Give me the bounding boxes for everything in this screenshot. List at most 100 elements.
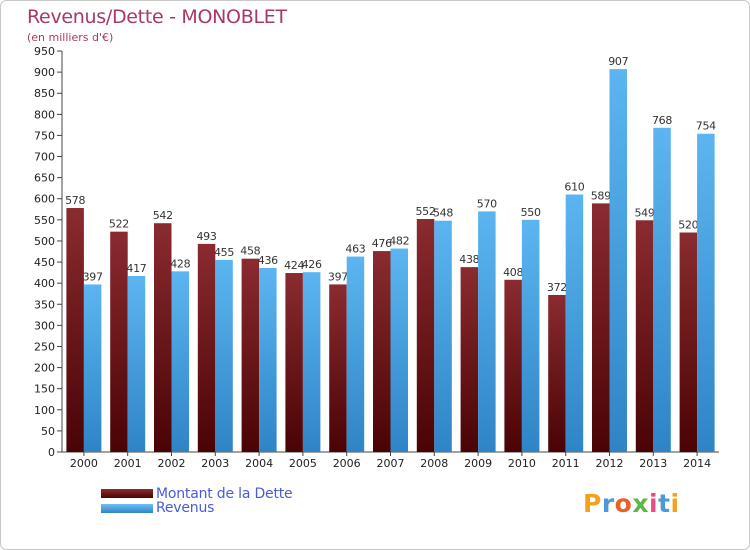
data-label-dette: 549 [634,206,654,219]
bar-dette [416,218,435,452]
x-tick-label: 2003 [201,457,229,470]
bar-revenus [302,272,321,452]
data-label-dette: 520 [678,219,698,232]
bar-revenus [127,275,146,452]
x-tick-label: 2007 [377,457,405,470]
legend-swatch-revenus [101,504,153,513]
data-label-dette: 552 [415,205,435,218]
y-tick-label: 450 [34,256,55,269]
y-tick-label: 700 [34,151,55,164]
logo-letter: r [601,489,615,518]
data-label-revenus: 482 [389,235,409,248]
data-label-revenus: 570 [477,197,497,210]
data-label-revenus: 417 [126,262,146,275]
y-tick-label: 500 [34,235,55,248]
y-tick-label: 950 [34,45,55,58]
data-label-dette: 408 [503,266,523,279]
x-tick-label: 2013 [639,457,667,470]
bar-revenus [609,69,627,453]
data-label-dette: 578 [65,194,85,207]
data-label-dette: 372 [547,281,567,294]
x-tick-label: 2012 [596,457,624,470]
y-tick-label: 550 [34,214,55,227]
y-tick-label: 150 [34,383,55,396]
bar-dette [592,203,610,452]
bar-revenus [653,127,671,453]
y-tick-label: 0 [48,446,55,459]
y-tick-label: 300 [34,319,55,332]
bar-dette [110,231,128,452]
y-tick-label: 750 [34,129,55,142]
data-label-dette: 542 [153,209,173,222]
bar-dette [679,232,698,452]
y-tick-label: 50 [41,425,55,438]
y-tick-label: 200 [34,362,55,375]
bar-dette [504,279,522,452]
data-label-dette: 493 [196,230,216,243]
y-tick-label: 350 [34,298,55,311]
data-label-revenus: 463 [345,243,365,256]
x-tick-label: 2000 [70,457,98,470]
bar-dette [635,220,654,452]
bar-dette [373,251,391,452]
x-tick-label: 2011 [552,457,580,470]
bar-revenus [83,284,102,452]
data-label-dette: 424 [284,259,304,272]
bar-dette [197,243,216,452]
bar-dette [154,223,172,452]
data-label-revenus: 397 [83,270,103,283]
bar-dette [285,273,303,452]
chart-title: Revenus/Dette - MONOBLET [27,6,287,28]
data-label-revenus: 428 [170,257,190,270]
data-label-dette: 397 [328,270,348,283]
logo-letter: x [632,489,649,518]
bar-dette [460,267,479,452]
y-tick-label: 650 [34,172,55,185]
legend-swatch-dette [101,489,153,498]
logo-letter: t [658,489,671,518]
x-tick-label: 2001 [114,457,142,470]
data-label-revenus: 548 [433,207,453,220]
y-tick-label: 600 [34,193,55,206]
x-tick-label: 2002 [158,457,186,470]
y-tick-label: 800 [34,108,55,121]
x-tick-label: 2010 [508,457,536,470]
bar-revenus [434,220,452,452]
x-tick-label: 2009 [464,457,492,470]
data-label-revenus: 768 [652,114,672,127]
bar-dette [329,284,347,452]
legend-label-revenus: Revenus [156,500,215,516]
data-label-dette: 438 [459,253,479,266]
legend-label-dette: Montant de la Dette [156,486,293,502]
y-tick-label: 900 [34,66,55,79]
bar-revenus [171,271,189,452]
x-tick-label: 2006 [333,457,361,470]
bar-revenus [697,133,715,452]
logo-letter: o [614,489,633,518]
bar-revenus [215,259,233,452]
y-tick-label: 250 [34,340,55,353]
y-tick-label: 400 [34,277,55,290]
proxiti-logo: Proxiti [583,489,680,518]
data-label-revenus: 436 [258,254,278,267]
data-label-revenus: 455 [214,246,234,259]
bar-revenus [390,248,408,452]
y-tick-label: 100 [34,404,55,417]
bar-dette [548,294,566,452]
x-tick-label: 2004 [245,457,273,470]
bar-dette [66,208,84,452]
x-tick-label: 2005 [289,457,317,470]
data-label-revenus: 426 [302,258,322,271]
bar-revenus [478,211,496,452]
x-tick-label: 2008 [420,457,448,470]
logo-letter: i [649,489,659,518]
data-label-revenus: 907 [608,55,628,68]
bar-revenus [521,219,540,452]
data-label-revenus: 754 [696,120,716,133]
x-tick-label: 2014 [683,457,711,470]
bar-dette [241,258,260,452]
data-label-revenus: 550 [521,206,541,219]
chart-subtitle: (en milliers d'€) [27,31,114,44]
